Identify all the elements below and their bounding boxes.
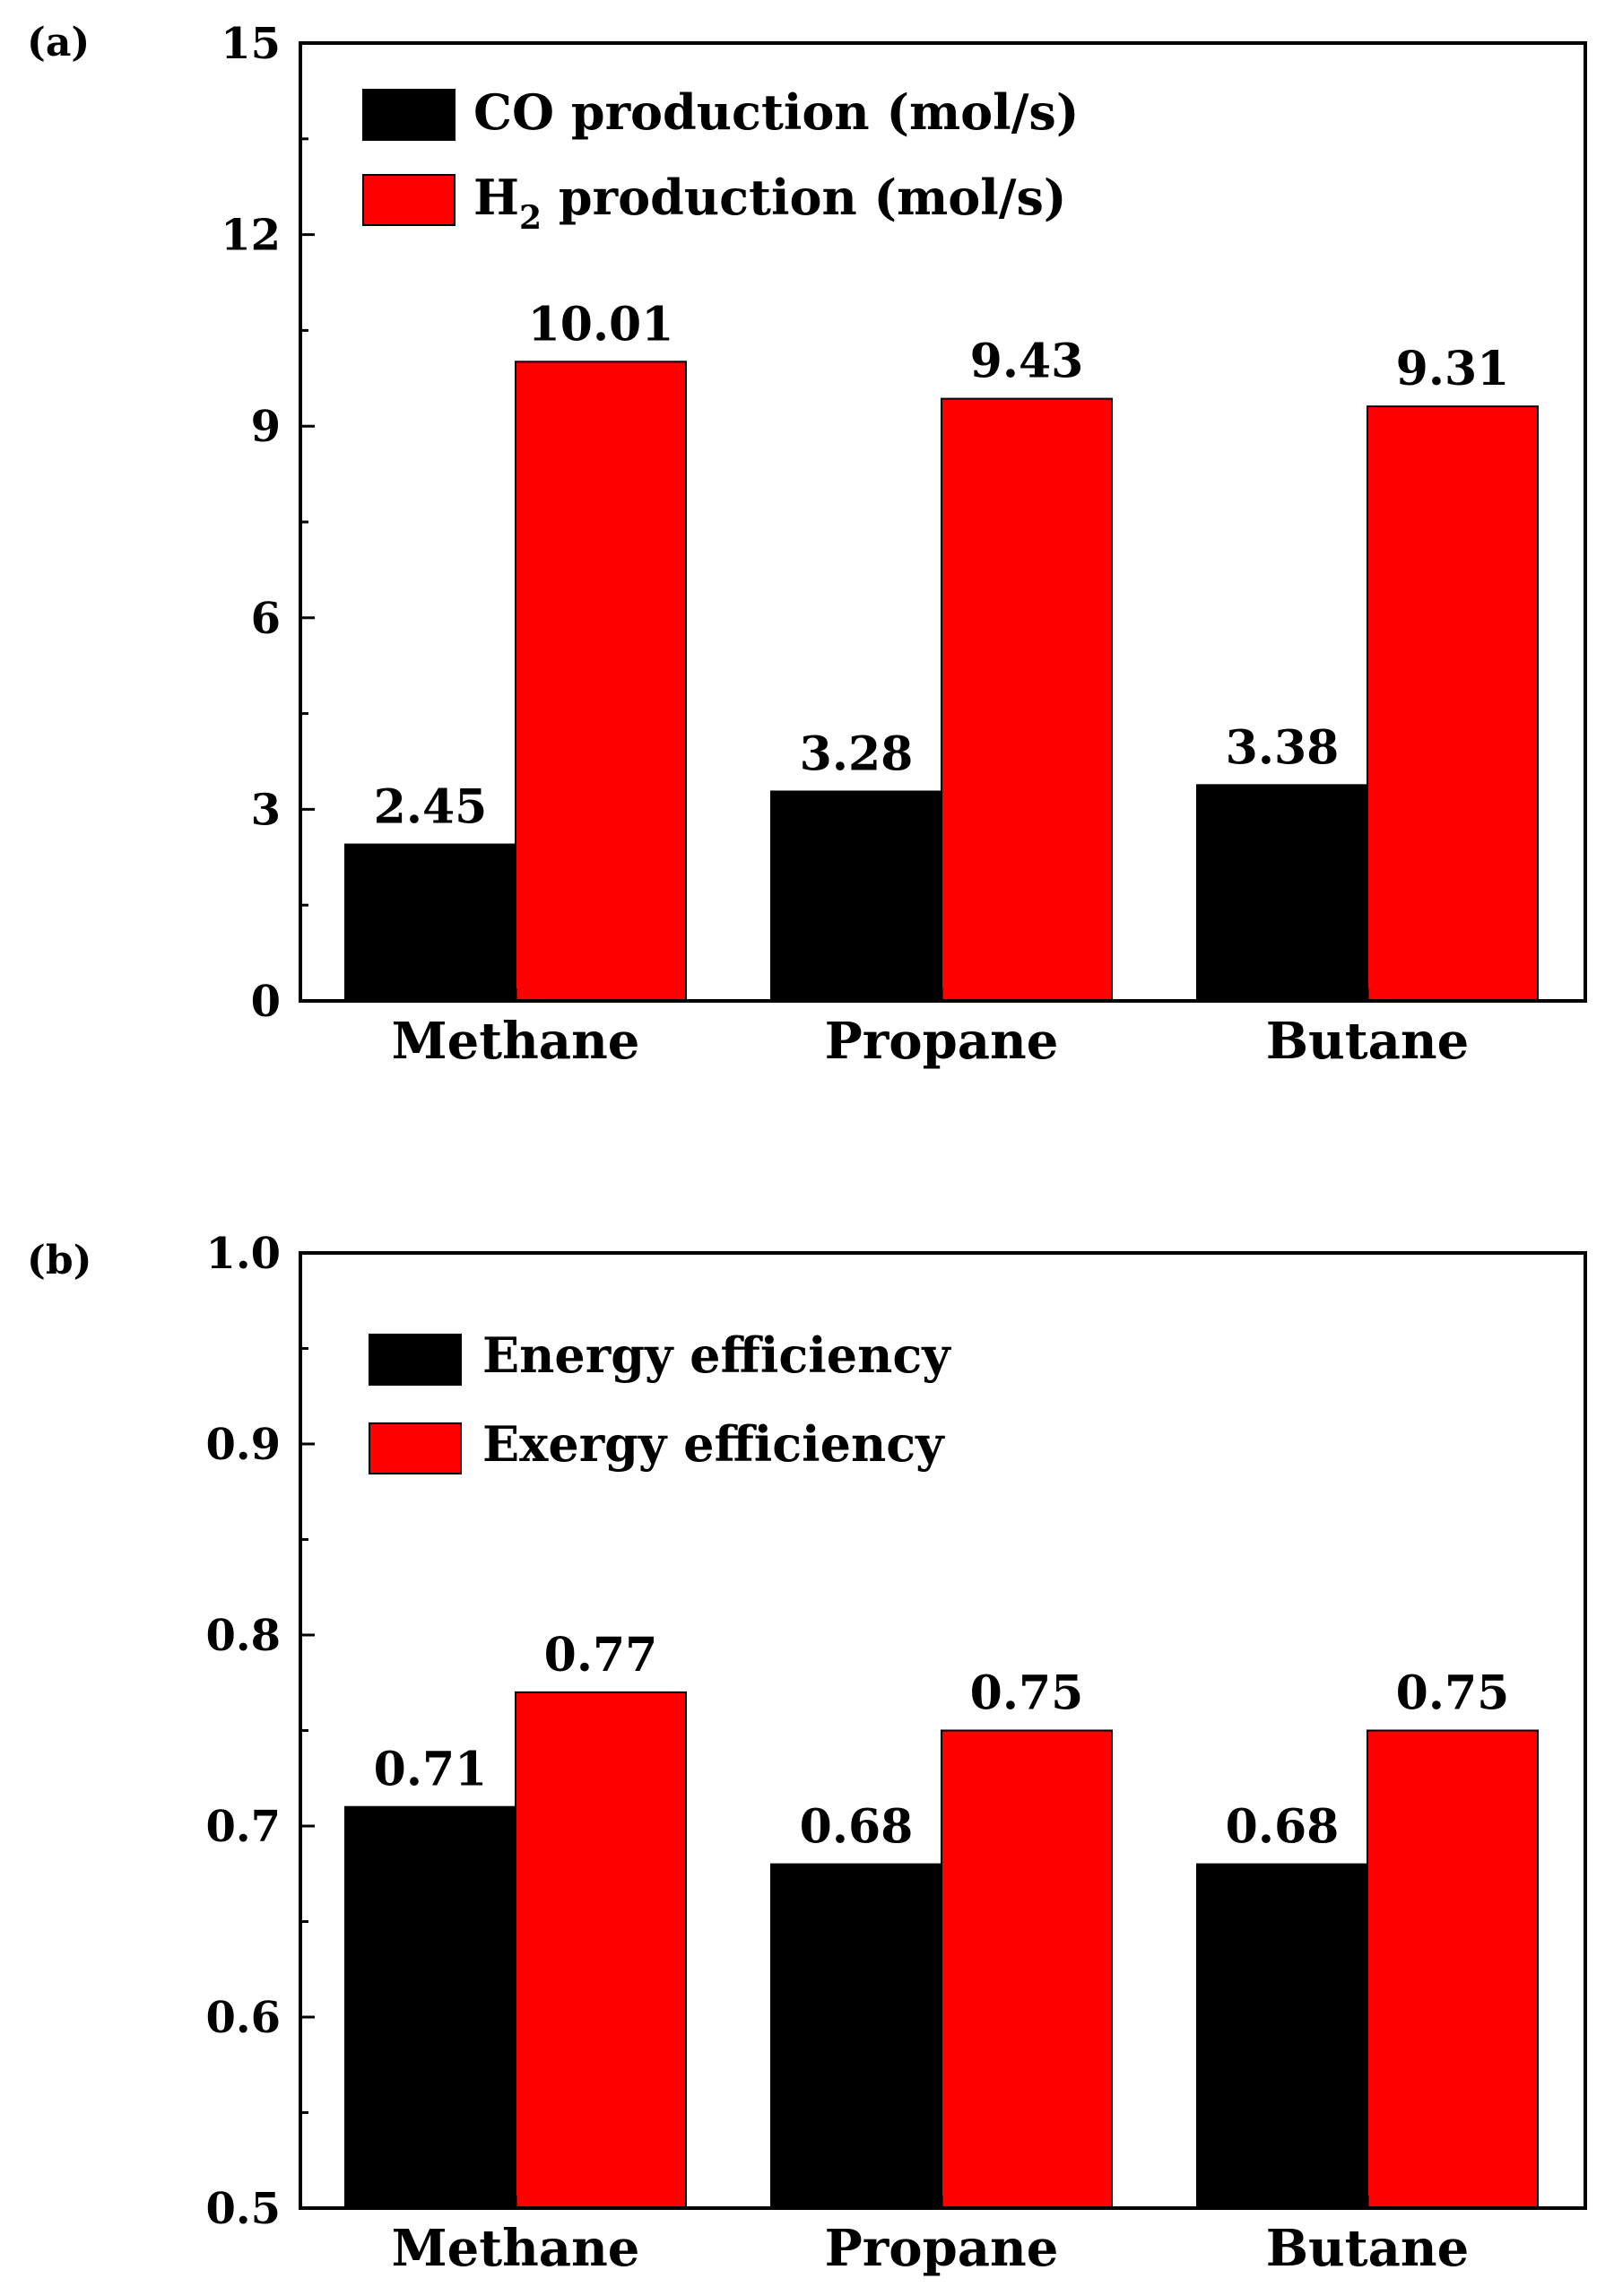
data-label: 2.45 — [374, 780, 488, 835]
y-tick-label: 0.9 — [205, 1420, 281, 1470]
x-tick-label-propane: Propane — [825, 1012, 1059, 1071]
data-label: 0.75 — [1396, 1666, 1510, 1721]
data-label: 3.28 — [800, 726, 914, 781]
bar-series1-butane — [1196, 1863, 1368, 2210]
legend-text-main: Exergy efficiency — [482, 1415, 945, 1473]
y-tick-label: 1.0 — [205, 1229, 281, 1279]
data-label: 0.68 — [800, 1800, 914, 1855]
bar-series2-methane — [515, 1691, 687, 2209]
legend-swatch-series1 — [369, 1334, 462, 1386]
legend-label-series2: H2 production (mol/s) — [473, 169, 1066, 237]
bar-series1-propane — [770, 790, 942, 1002]
bar-series2-propane — [941, 1729, 1113, 2209]
legend-swatch-series2 — [369, 1422, 462, 1474]
bar-series2-butane — [1367, 1729, 1539, 2209]
y-tick-label: 6 — [251, 594, 281, 644]
legend-text-subscript: 2 — [519, 199, 542, 237]
legend-text-main: Energy efficiency — [482, 1326, 951, 1384]
bar-series1-butane — [1196, 784, 1368, 1002]
panel-label: (a) — [27, 20, 90, 65]
y-tick-label: 15 — [221, 19, 281, 69]
bar-series1-methane — [344, 1805, 516, 2209]
legend-label-series1: Energy efficiency — [482, 1326, 951, 1384]
y-tick-label: 9 — [251, 402, 281, 452]
x-tick-label-butane: Butane — [1266, 2219, 1470, 2278]
data-label: 10.01 — [528, 297, 674, 352]
y-tick-label: 3 — [251, 785, 281, 835]
data-label: 0.77 — [544, 1628, 658, 1683]
x-tick-label-methane: Methane — [392, 2219, 640, 2278]
legend-text-main: H — [473, 169, 519, 226]
legend-swatch-series2 — [362, 174, 456, 226]
chart-panel-b: (b) 0.71 0.77 Methane 0.68 0.75 Propane 0.68 0.7… — [27, 1229, 1587, 2278]
panel-label: (b) — [27, 1238, 91, 1283]
y-tick-label: 0.5 — [205, 2184, 281, 2234]
data-label: 9.31 — [1396, 342, 1510, 396]
y-tick-label: 12 — [221, 211, 281, 261]
data-label: 0.68 — [1226, 1800, 1340, 1855]
legend-text-rest: production (mol/s) — [542, 169, 1066, 226]
legend-label-series2: Exergy efficiency — [482, 1415, 945, 1473]
y-tick-label: 0 — [251, 977, 281, 1027]
data-label: 0.71 — [374, 1743, 488, 1797]
chart-panel-a: (a) 2.45 10.01 Methane 3.28 9.43 Propane 3.38 9.… — [27, 19, 1587, 1071]
data-label: 3.38 — [1226, 720, 1340, 775]
data-label: 0.75 — [970, 1666, 1084, 1721]
bar-series1-methane — [344, 843, 516, 1002]
bar-series2-butane — [1367, 405, 1539, 1002]
x-tick-label-butane: Butane — [1266, 1012, 1470, 1071]
legend-label-series1: CO production (mol/s) — [473, 83, 1079, 141]
x-tick-label-propane: Propane — [825, 2219, 1059, 2278]
legend-swatch-series1 — [362, 89, 456, 141]
y-tick-label: 0.6 — [205, 1993, 281, 2043]
x-tick-label-methane: Methane — [392, 1012, 640, 1071]
y-tick-label: 0.8 — [205, 1611, 281, 1661]
data-label: 9.43 — [970, 335, 1084, 389]
bar-series2-methane — [515, 361, 687, 1002]
bar-series1-propane — [770, 1863, 942, 2210]
bar-series2-propane — [941, 397, 1113, 1003]
legend-text-main: CO production (mol/s) — [473, 83, 1079, 141]
y-tick-label: 0.7 — [205, 1802, 281, 1852]
